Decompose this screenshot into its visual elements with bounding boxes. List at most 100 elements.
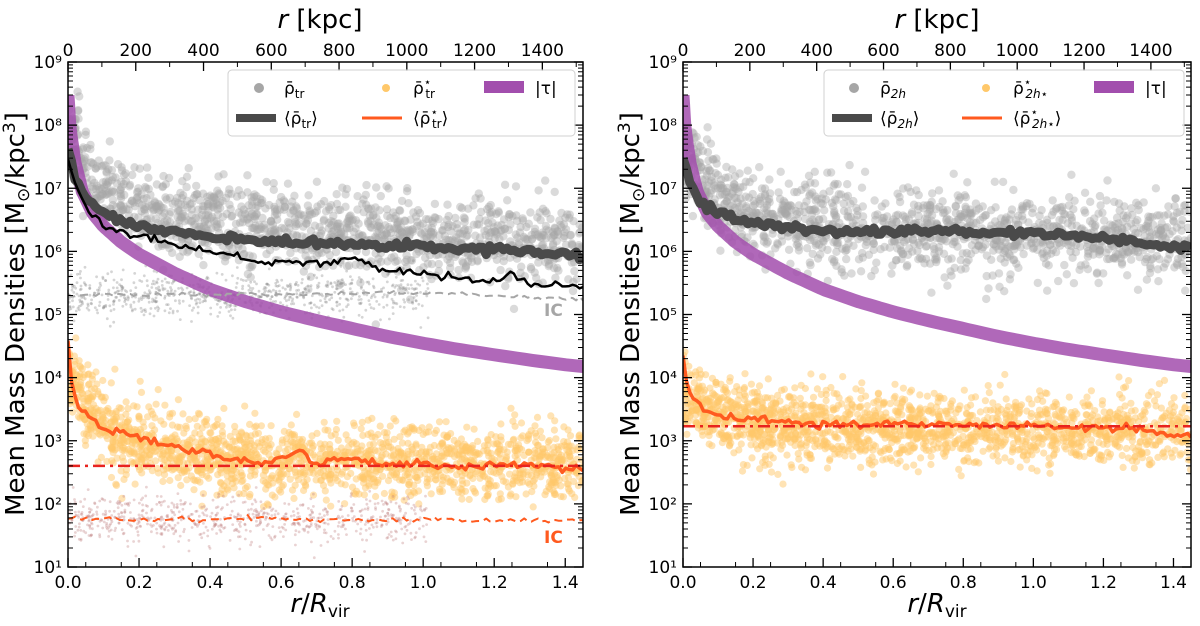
ic-point	[395, 516, 398, 520]
scatter-point	[946, 267, 955, 276]
scatter-point	[497, 226, 506, 235]
ic-point	[153, 299, 156, 303]
scatter-point	[89, 432, 97, 440]
scatter-point	[81, 153, 90, 162]
ic-point	[181, 507, 185, 511]
scatter-point	[1017, 205, 1026, 214]
scatter-point	[428, 230, 438, 239]
ic-point	[312, 492, 315, 496]
ic-point	[302, 290, 305, 294]
ic-point	[143, 308, 147, 312]
scatter-point	[408, 225, 418, 234]
ic-point	[277, 284, 281, 287]
scatter-point	[791, 206, 800, 216]
ic-point	[177, 540, 181, 543]
scatter-point	[370, 475, 378, 483]
ic-point	[333, 290, 337, 294]
scatter-point	[361, 190, 370, 200]
scatter-point	[570, 266, 579, 276]
scatter-point	[243, 269, 253, 279]
scatter-point	[219, 170, 228, 179]
scatter-point	[183, 203, 192, 212]
ic-point	[326, 283, 330, 287]
ic-point	[198, 292, 202, 296]
scatter-point	[190, 486, 198, 494]
scatter-point	[243, 188, 252, 197]
scatter-point	[427, 274, 436, 284]
ic-point	[230, 308, 233, 312]
ic-point	[88, 524, 92, 528]
left-top-axis-title: r [kpc]	[277, 5, 362, 35]
ic-point	[412, 503, 416, 507]
ic-point	[106, 298, 110, 301]
scatter-point	[1173, 260, 1182, 270]
scatter-point	[1089, 250, 1098, 259]
left-y-tick-label: 10⁴	[34, 369, 63, 389]
scatter-point	[541, 221, 551, 231]
scatter-point	[470, 425, 478, 433]
ic-point	[249, 543, 253, 547]
scatter-point	[374, 226, 384, 235]
scatter-point	[164, 448, 172, 456]
scatter-point	[1156, 226, 1166, 235]
ic-point	[406, 283, 410, 287]
ic-point	[82, 296, 86, 299]
scatter-point	[531, 475, 539, 484]
ic-point	[140, 509, 144, 513]
scatter-point	[536, 215, 545, 225]
scatter-point	[485, 480, 493, 488]
ic-point	[314, 525, 318, 528]
ic-point	[401, 541, 405, 545]
ic-point	[287, 502, 291, 506]
ic-point	[406, 523, 410, 526]
ic-point	[293, 521, 296, 525]
scatter-point	[1094, 209, 1103, 218]
ic-point	[170, 511, 174, 514]
ic-point	[354, 529, 358, 533]
scatter-point	[534, 258, 543, 267]
scatter-point	[922, 215, 932, 224]
scatter-point	[561, 225, 571, 234]
scatter-point	[209, 193, 218, 202]
scatter-point	[116, 194, 126, 203]
ic-point	[105, 522, 109, 525]
ic-point	[323, 528, 326, 532]
ic-point	[75, 292, 79, 296]
scatter-point	[934, 186, 944, 195]
ic-point	[229, 314, 232, 318]
ic-point	[337, 521, 341, 524]
scatter-point	[538, 228, 547, 237]
scatter-point	[529, 503, 537, 511]
ic-point	[424, 494, 427, 498]
scatter-point	[175, 206, 184, 215]
scatter-point	[136, 377, 144, 385]
scatter-point	[132, 194, 141, 203]
ic-point	[120, 287, 124, 290]
ic-point	[219, 530, 223, 534]
scatter-point	[413, 206, 423, 215]
scatter-point	[275, 486, 283, 494]
ic-point	[418, 283, 422, 287]
ic-point	[407, 502, 410, 506]
scatter-point	[534, 232, 544, 241]
ic-point	[89, 508, 93, 512]
ic-point	[399, 283, 403, 287]
ic-point	[187, 549, 191, 553]
ic-point	[415, 294, 418, 297]
scatter-point	[1094, 278, 1103, 288]
scatter-point	[243, 483, 251, 491]
scatter-point	[105, 137, 115, 146]
scatter-point	[80, 155, 89, 164]
ic-point	[120, 289, 124, 292]
scatter-point	[899, 249, 908, 259]
ic-point	[72, 291, 76, 294]
ic-point	[155, 521, 159, 525]
ic-point	[341, 281, 345, 285]
ic-point	[350, 290, 354, 294]
ic-point	[87, 534, 91, 537]
scatter-point	[818, 214, 828, 224]
scatter-point	[470, 487, 479, 495]
scatter-point	[142, 163, 152, 172]
ic-point	[82, 529, 86, 533]
ic-point	[359, 527, 363, 531]
